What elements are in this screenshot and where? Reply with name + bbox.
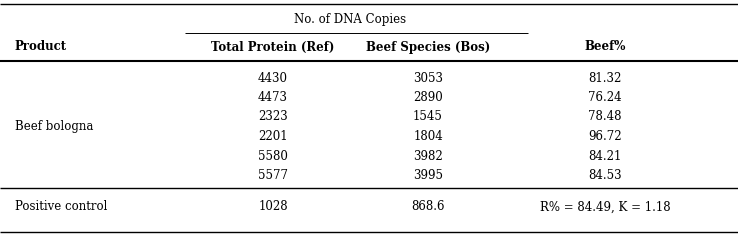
Text: 1028: 1028 xyxy=(258,200,288,214)
Text: Product: Product xyxy=(15,41,67,54)
Text: 4430: 4430 xyxy=(258,72,288,84)
Text: Total Protein (Ref): Total Protein (Ref) xyxy=(211,41,335,54)
Text: 3053: 3053 xyxy=(413,72,443,84)
Text: Beef bologna: Beef bologna xyxy=(15,120,93,133)
Text: 84.53: 84.53 xyxy=(588,169,622,182)
Text: 78.48: 78.48 xyxy=(588,110,622,124)
Text: 84.21: 84.21 xyxy=(588,150,622,162)
Text: 76.24: 76.24 xyxy=(588,91,622,104)
Text: 1545: 1545 xyxy=(413,110,443,124)
Text: 5577: 5577 xyxy=(258,169,288,182)
Text: 4473: 4473 xyxy=(258,91,288,104)
Text: 2890: 2890 xyxy=(413,91,443,104)
Text: 3995: 3995 xyxy=(413,169,443,182)
Text: Beef Species (Bos): Beef Species (Bos) xyxy=(366,41,490,54)
Text: 1804: 1804 xyxy=(413,130,443,143)
Text: Positive control: Positive control xyxy=(15,200,107,214)
Text: 2201: 2201 xyxy=(258,130,288,143)
Text: 81.32: 81.32 xyxy=(588,72,622,84)
Text: Beef%: Beef% xyxy=(584,41,626,54)
Text: No. of DNA Copies: No. of DNA Copies xyxy=(294,12,407,25)
Text: R% = 84.49, K = 1.18: R% = 84.49, K = 1.18 xyxy=(540,200,670,214)
Text: 5580: 5580 xyxy=(258,150,288,162)
Text: 868.6: 868.6 xyxy=(411,200,445,214)
Text: 3982: 3982 xyxy=(413,150,443,162)
Text: 96.72: 96.72 xyxy=(588,130,622,143)
Text: 2323: 2323 xyxy=(258,110,288,124)
